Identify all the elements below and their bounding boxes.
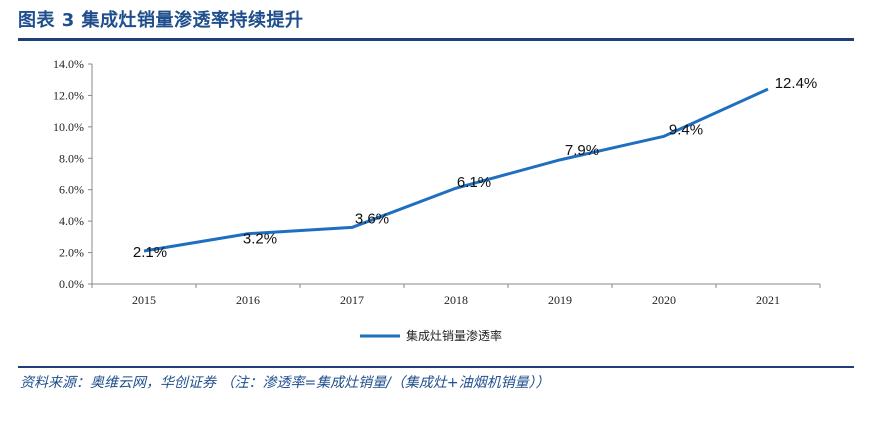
y-tick-label: 14.0%	[53, 57, 84, 71]
x-tick-label: 2017	[340, 293, 364, 307]
legend-label: 集成灶销量渗透率	[406, 328, 502, 343]
data-label: 3.6%	[355, 210, 389, 227]
series-line	[143, 87, 769, 253]
y-tick-label: 6.0%	[59, 183, 84, 197]
chart-title: 图表 3 集成灶销量渗透率持续提升	[18, 10, 304, 31]
header-rule	[18, 38, 854, 41]
data-label: 7.9%	[565, 142, 599, 159]
data-label: 12.4%	[775, 75, 818, 92]
x-tick-label: 2019	[548, 293, 572, 307]
data-label: 2.1%	[133, 244, 167, 261]
x-tick-label: 2020	[652, 293, 676, 307]
x-tick-label: 2016	[236, 293, 260, 307]
x-tick-label: 2015	[132, 293, 156, 307]
y-tick-label: 10.0%	[53, 120, 84, 134]
y-tick-label: 4.0%	[59, 214, 84, 228]
y-tick-label: 0.0%	[59, 277, 84, 291]
y-tick-label: 2.0%	[59, 246, 84, 260]
data-label: 6.1%	[457, 174, 491, 191]
footer-rule	[18, 366, 854, 368]
x-tick-label: 2021	[756, 293, 780, 307]
y-tick-label: 12.0%	[53, 88, 84, 102]
y-tick-label: 8.0%	[59, 151, 84, 165]
x-tick-label: 2018	[444, 293, 468, 307]
data-label: 9.4%	[669, 121, 703, 138]
source-note: 资料来源：奥维云网，华创证券 （注：渗透率=集成灶销量/（集成灶+油烟机销量））	[20, 375, 550, 391]
data-label: 3.2%	[243, 231, 277, 248]
